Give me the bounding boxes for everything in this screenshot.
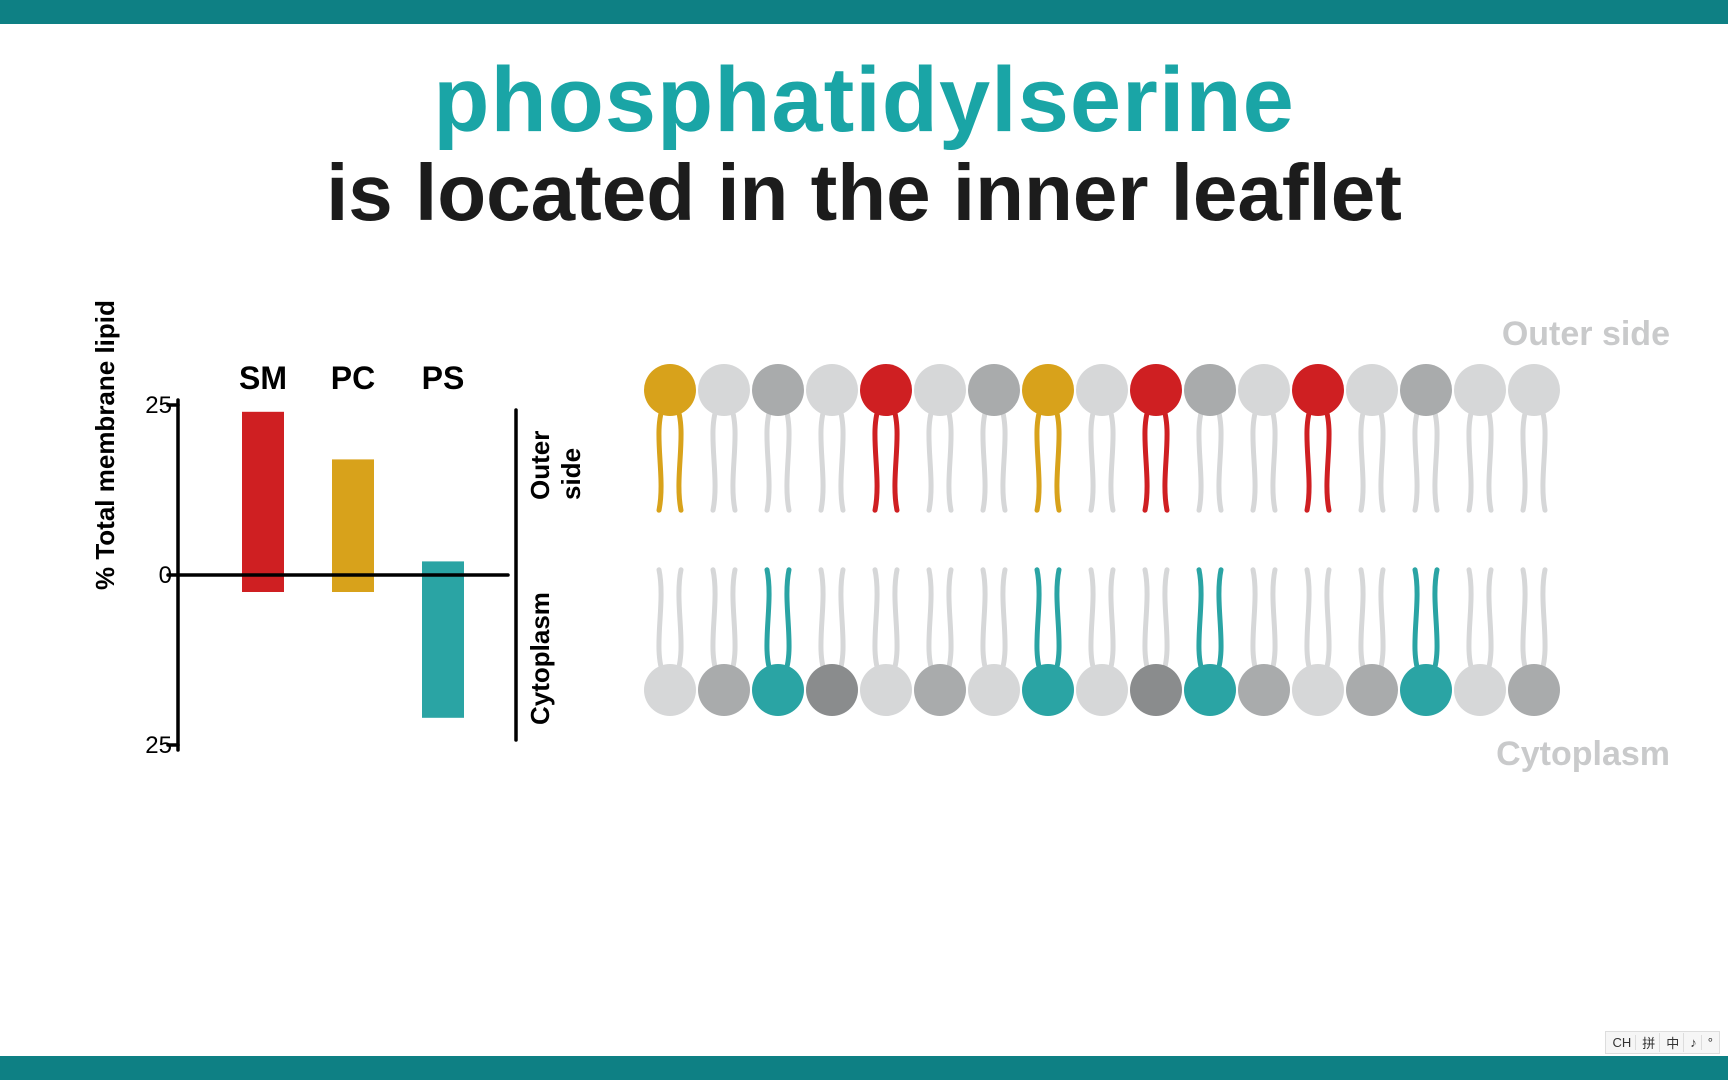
- cytoplasm-axis-label: Cytoplasm: [525, 592, 556, 725]
- category-label: PC: [323, 360, 383, 397]
- title-line-2: is located in the inner leaflet: [0, 147, 1728, 239]
- membrane-diagram: Outer side Cytoplasm: [640, 335, 1690, 785]
- title-line-1: phosphatidylserine: [0, 48, 1728, 153]
- ime-item[interactable]: °: [1704, 1035, 1717, 1050]
- membrane-svg: [640, 335, 1690, 775]
- ytick-top: 25: [132, 392, 172, 420]
- category-label: PS: [413, 360, 473, 397]
- top-border-bar: [0, 0, 1728, 24]
- cytoplasm-label: Cytoplasm: [1496, 735, 1670, 774]
- ime-item[interactable]: 拼: [1638, 1033, 1660, 1052]
- y-axis-label: % Total membrane lipid: [90, 300, 121, 590]
- chart-svg: [110, 370, 540, 790]
- ime-tray[interactable]: CH 拼 中 ♪ °: [1605, 1031, 1720, 1054]
- ytick-bottom: 25: [132, 732, 172, 760]
- outer-side-axis-label: Outer side: [525, 431, 587, 500]
- ytick-mid: 0: [132, 562, 172, 590]
- ime-item[interactable]: ♪: [1686, 1035, 1702, 1050]
- outer-side-label: Outer side: [1502, 315, 1670, 354]
- bottom-border-bar: [0, 1056, 1728, 1080]
- title: phosphatidylserine is located in the inn…: [0, 48, 1728, 239]
- category-label: SM: [233, 360, 293, 397]
- ime-item[interactable]: CH: [1608, 1035, 1636, 1050]
- ime-item[interactable]: 中: [1662, 1033, 1684, 1052]
- lipid-distribution-chart: % Total membrane lipid Outer side Cytopl…: [110, 370, 540, 825]
